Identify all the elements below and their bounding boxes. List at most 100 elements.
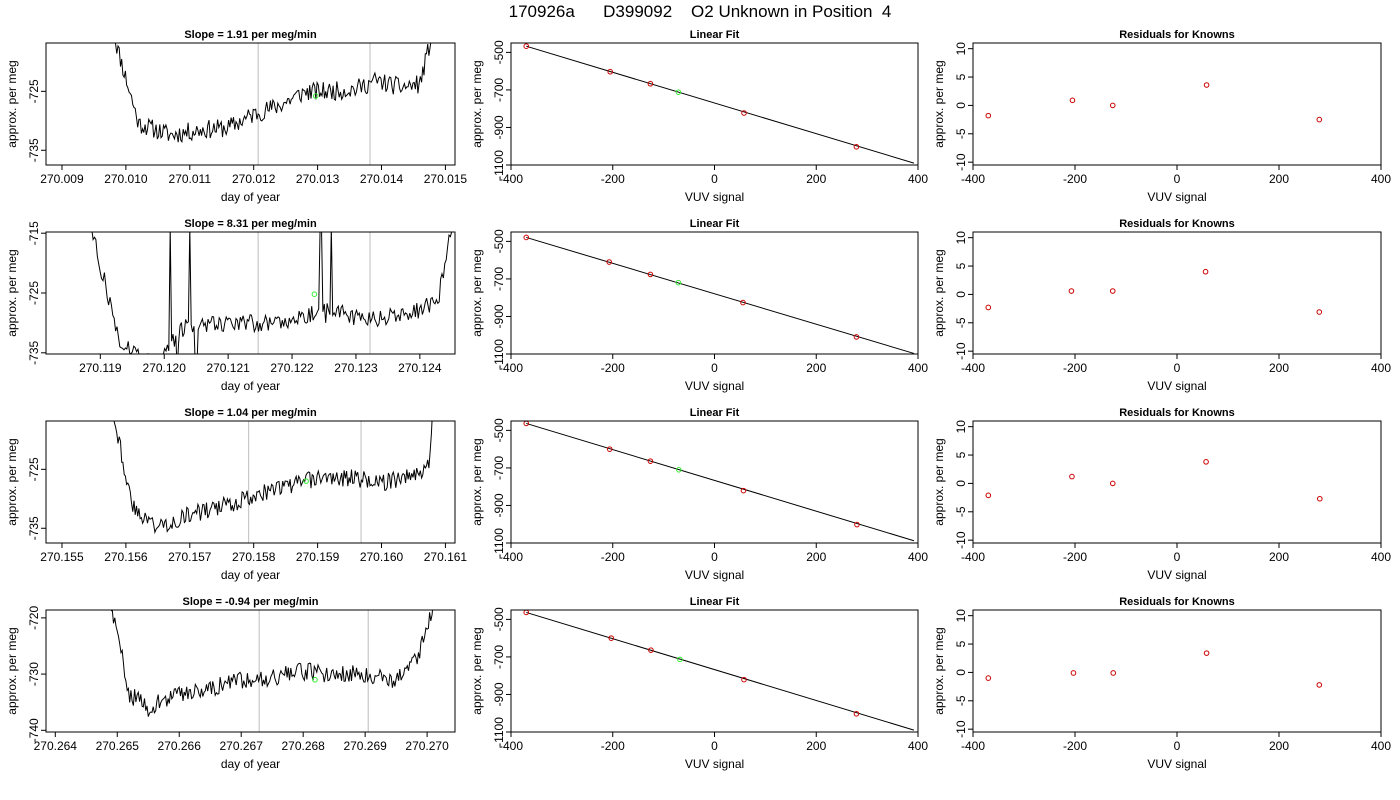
fit-line	[526, 236, 915, 354]
y-axis-label: approx. per meg	[5, 60, 19, 147]
y-tick-label: -725	[27, 457, 41, 481]
x-tick-label: -200	[601, 172, 625, 186]
known-point	[853, 710, 860, 717]
plot-frame	[510, 609, 919, 733]
fit-line	[526, 611, 915, 731]
x-tick-label: 270.155	[40, 550, 84, 564]
x-axis-label: VUV signal	[1147, 757, 1206, 771]
x-axis-label: VUV signal	[1147, 190, 1206, 204]
x-tick-label: 200	[806, 172, 826, 186]
fit-line	[526, 45, 915, 164]
known-point	[1203, 650, 1210, 656]
signal-trace	[91, 232, 453, 354]
y-tick-label: -700	[492, 78, 506, 102]
panel-title: Slope = 8.31 per meg/min	[184, 218, 317, 230]
y-axis-label: approx. per meg	[932, 249, 946, 336]
y-tick-label: -900	[492, 115, 506, 139]
x-tick-label: 0	[1174, 172, 1181, 186]
signal-trace	[110, 610, 433, 717]
x-tick-label: -200	[1063, 172, 1087, 186]
y-tick-label: 5	[954, 640, 968, 647]
known-point	[606, 446, 613, 452]
x-tick-label: 270.123	[334, 361, 378, 375]
x-tick-label: 270.015	[424, 172, 468, 186]
x-tick-label: 270.268	[281, 739, 325, 753]
known-point	[1316, 682, 1323, 688]
y-tick-label: 5	[954, 73, 968, 80]
y-tick-label: -715	[27, 221, 41, 245]
x-tick-label: 400	[908, 739, 928, 753]
known-point	[607, 68, 614, 75]
x-tick-label: 270.120	[143, 361, 187, 375]
x-tick-label: 270.124	[398, 361, 442, 375]
y-tick-label: -900	[492, 493, 506, 517]
y-tick-label: 0	[954, 102, 968, 109]
x-tick-label: 270.013	[296, 172, 340, 186]
x-tick-label: 400	[1371, 361, 1391, 375]
known-point	[1070, 670, 1077, 676]
y-tick-label: -740	[27, 718, 41, 742]
known-point	[647, 458, 654, 464]
known-point	[1317, 495, 1323, 502]
panel-title: Residuals for Knowns	[1119, 29, 1235, 41]
x-tick-label: 0	[1174, 739, 1181, 753]
x-axis-label: VUV signal	[1147, 568, 1206, 582]
x-tick-label: 270.158	[232, 550, 276, 564]
unknown-mean-marker	[311, 291, 318, 297]
x-tick-label: -400	[961, 550, 985, 564]
x-tick-label: 270.266	[158, 739, 202, 753]
y-tick-label: -1100	[492, 717, 506, 747]
x-tick-label: -200	[601, 550, 625, 564]
x-tick-label: -200	[601, 361, 625, 375]
x-tick-label: 0	[711, 739, 718, 753]
plot-frame	[510, 231, 919, 355]
x-tick-label: 200	[806, 361, 826, 375]
panel-title: Linear Fit	[690, 29, 740, 41]
y-tick-label: -500	[492, 607, 506, 631]
x-tick-label: -400	[961, 361, 985, 375]
known-point	[985, 304, 992, 311]
known-point	[1202, 268, 1209, 275]
y-tick-label: -10	[954, 531, 968, 549]
known-point	[741, 110, 747, 116]
known-point	[1069, 473, 1075, 480]
known-point	[606, 259, 612, 265]
known-point	[1203, 459, 1209, 465]
x-axis-label: day of year	[221, 379, 280, 393]
x-axis-label: VUV signal	[1147, 379, 1206, 393]
y-tick-label: -725	[27, 281, 41, 305]
y-tick-label: 0	[954, 480, 968, 487]
x-tick-label: 270.012	[232, 172, 276, 186]
x-axis-label: day of year	[221, 568, 280, 582]
y-tick-label: -500	[492, 40, 506, 64]
x-tick-label: 270.014	[360, 172, 404, 186]
x-tick-label: 270.161	[424, 550, 468, 564]
known-point	[1109, 288, 1116, 294]
x-tick-label: 270.270	[405, 739, 449, 753]
y-tick-label: 10	[954, 231, 968, 245]
x-axis-label: VUV signal	[685, 568, 744, 582]
x-axis-label: VUV signal	[685, 379, 744, 393]
signal-trace	[114, 43, 432, 144]
x-tick-label: 0	[1174, 361, 1181, 375]
x-tick-label: -400	[499, 739, 523, 753]
y-tick-label: -5	[954, 506, 968, 517]
y-tick-label: -10	[954, 720, 968, 738]
y-tick-label: -900	[492, 682, 506, 706]
y-axis-label: approx. per meg	[932, 627, 946, 714]
plot-frame	[45, 42, 456, 166]
fit-line	[526, 422, 915, 542]
x-tick-label: -400	[499, 361, 523, 375]
x-tick-label: 400	[1371, 550, 1391, 564]
y-tick-label: 5	[954, 262, 968, 269]
unknown-point	[675, 279, 682, 286]
known-point	[740, 487, 747, 494]
known-point	[741, 676, 747, 683]
plot-frame	[972, 609, 1382, 733]
x-tick-label: 400	[908, 361, 928, 375]
x-tick-label: 200	[1269, 739, 1289, 753]
x-tick-label: 400	[1371, 739, 1391, 753]
x-tick-label: 270.011	[169, 172, 212, 186]
plot-frame	[972, 231, 1382, 355]
